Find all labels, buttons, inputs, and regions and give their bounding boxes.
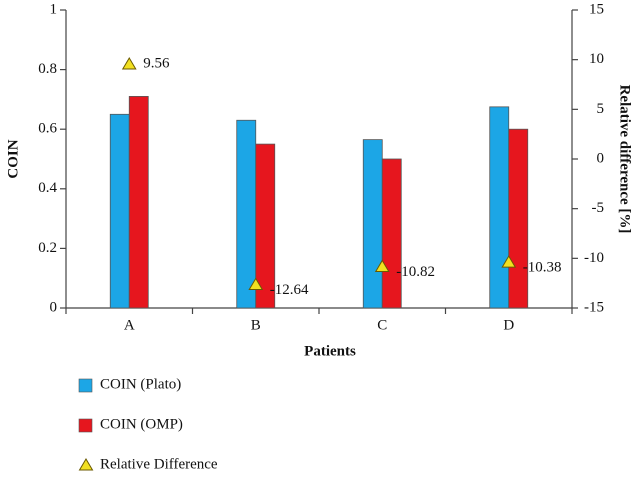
bar [128, 96, 149, 309]
legend-label: Relative Difference [100, 456, 218, 472]
bar [236, 119, 257, 309]
triangle-marker [374, 259, 390, 272]
y-tick-label: 0.2 [38, 240, 57, 256]
value-label: -10.82 [396, 264, 435, 280]
value-label: -12.64 [270, 282, 309, 298]
value-label: -10.38 [523, 260, 562, 276]
y-tick-label: 0.6 [38, 121, 57, 137]
legend-marker [78, 378, 93, 393]
bar [255, 143, 276, 309]
y2-tick-label: -15 [584, 299, 604, 315]
y-tick-label: 1 [50, 1, 58, 17]
value-label: 9.56 [143, 55, 170, 71]
x-tick-label: B [251, 317, 261, 333]
y2-axis-label: Relative difference [%] [617, 85, 633, 234]
bar [381, 158, 402, 309]
x-axis-label: Patients [304, 343, 356, 359]
y-tick-label: 0.4 [38, 180, 57, 196]
bar [362, 139, 383, 309]
legend-marker [78, 418, 93, 433]
y-axis-label: COIN [5, 139, 21, 178]
y2-tick-label: -5 [592, 200, 605, 216]
x-tick-label: A [124, 317, 135, 333]
y2-tick-label: 10 [589, 51, 604, 67]
legend-label: COIN (Plato) [100, 376, 181, 392]
legend-label: COIN (OMP) [100, 416, 183, 432]
triangle-marker [121, 57, 137, 70]
y-tick-label: 0 [50, 299, 58, 315]
triangle-marker [248, 277, 264, 291]
y2-tick-label: 5 [597, 101, 605, 117]
triangle-marker [501, 255, 517, 268]
bar [508, 128, 529, 309]
y2-tick-label: -10 [584, 250, 604, 266]
legend-marker [78, 458, 94, 471]
y2-tick-label: 15 [589, 1, 604, 17]
bar [489, 106, 510, 309]
y2-tick-label: 0 [597, 150, 605, 166]
x-tick-label: D [503, 317, 514, 333]
bar [109, 113, 130, 309]
x-tick-label: C [377, 317, 387, 333]
y-tick-label: 0.8 [38, 61, 57, 77]
